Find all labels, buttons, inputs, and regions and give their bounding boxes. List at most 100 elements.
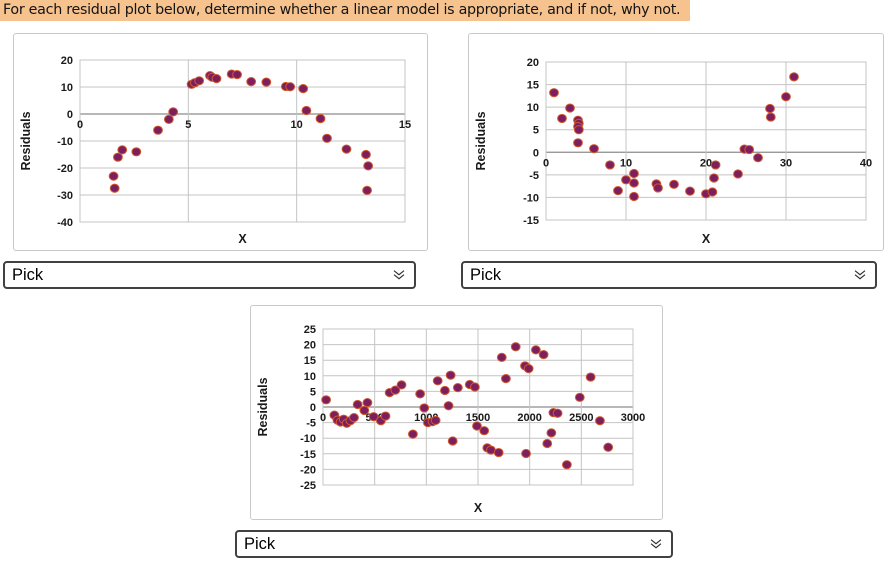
x-tick-label: 2000 xyxy=(517,412,541,424)
data-point xyxy=(321,395,331,405)
x-tick-label: 0 xyxy=(320,412,326,424)
data-point xyxy=(440,385,450,396)
data-point xyxy=(432,376,443,386)
data-point xyxy=(109,183,120,193)
y-tick-label: -5 xyxy=(306,418,316,430)
answer-dropdown-1[interactable]: Pick xyxy=(3,261,416,289)
data-point xyxy=(685,186,695,196)
data-point xyxy=(565,103,575,113)
data-point xyxy=(113,152,123,162)
x-tick-label: 1500 xyxy=(466,412,490,424)
data-point xyxy=(613,186,623,196)
data-point xyxy=(352,399,363,410)
data-point xyxy=(315,113,326,124)
x-tick-label: 0 xyxy=(77,119,83,131)
data-point xyxy=(452,383,463,393)
residual-plot-card-2: 20 15 10 5 0 -5 -10 -15 0 10 20 30 40 Residuals X xyxy=(468,33,884,251)
data-point xyxy=(408,429,418,439)
data-point xyxy=(415,389,426,399)
data-point xyxy=(163,114,174,125)
data-point xyxy=(629,191,639,202)
dropdown-1-selected-value: Pick xyxy=(12,265,44,284)
y-tick-label: 5 xyxy=(310,386,316,398)
y-tick-label: 5 xyxy=(533,125,539,137)
data-point xyxy=(390,385,401,395)
data-point xyxy=(523,364,534,374)
data-point xyxy=(301,105,312,116)
x-tick-label: 0 xyxy=(543,157,549,169)
data-point xyxy=(573,125,584,135)
y-tick-label: 10 xyxy=(527,102,539,114)
data-point xyxy=(621,175,631,185)
data-point xyxy=(542,438,553,449)
y-tick-label: 10 xyxy=(61,82,73,94)
dropdown-2-selected-value: Pick xyxy=(470,265,502,284)
x-tick-label: 10 xyxy=(291,119,303,131)
y-tick-label: 25 xyxy=(304,324,316,336)
data-point xyxy=(546,428,557,438)
data-point xyxy=(443,401,454,411)
data-point xyxy=(753,153,763,163)
data-point xyxy=(168,107,179,117)
y-tick-label: -10 xyxy=(523,192,539,204)
data-point xyxy=(789,72,799,82)
data-point xyxy=(194,76,205,86)
data-point xyxy=(430,415,441,426)
residual-plot-card-1: 20 10 0 -10 -20 -30 -40 0 5 10 15 Residuals X xyxy=(13,33,428,251)
data-point xyxy=(445,370,456,380)
y-tick-label: -10 xyxy=(300,433,316,445)
data-point xyxy=(595,416,605,426)
data-point xyxy=(552,408,563,418)
y-axis-title: Residuals xyxy=(474,111,488,170)
data-point xyxy=(341,144,352,154)
y-tick-label: 20 xyxy=(304,340,316,352)
dropdown-3-selected-value: Pick xyxy=(244,534,276,553)
y-tick-label: -40 xyxy=(57,217,73,229)
y-tick-label: -15 xyxy=(300,449,316,461)
data-point xyxy=(496,352,507,362)
y-tick-label: 10 xyxy=(304,371,316,383)
data-point xyxy=(470,382,480,392)
y-tick-label: -5 xyxy=(529,170,539,182)
x-tick-label: 10 xyxy=(620,157,632,169)
data-point xyxy=(707,187,718,197)
data-point xyxy=(211,74,222,84)
y-tick-label: -30 xyxy=(57,190,73,202)
data-point xyxy=(153,125,163,135)
data-point xyxy=(246,77,257,87)
data-point xyxy=(710,160,721,170)
data-point xyxy=(765,112,776,122)
residual-plot-3: 2520151050-5-10-15-20-250500100015002000… xyxy=(256,324,645,515)
data-point xyxy=(603,442,614,452)
plot-border xyxy=(79,59,406,223)
data-point xyxy=(368,412,379,422)
y-tick-label: 0 xyxy=(310,402,316,414)
residual-plot-card-3: 2520151050-5-10-15-20-250500100015002000… xyxy=(250,305,663,520)
answer-dropdown-2[interactable]: Pick xyxy=(461,261,877,289)
x-tick-label: 20 xyxy=(700,157,712,169)
x-tick-label: 15 xyxy=(399,119,411,131)
data-point xyxy=(573,138,583,148)
data-point xyxy=(585,372,596,382)
data-point xyxy=(479,426,490,436)
data-point xyxy=(362,185,372,196)
data-point xyxy=(557,113,567,124)
data-point xyxy=(605,160,615,170)
data-point xyxy=(561,460,572,470)
data-point xyxy=(574,392,585,402)
data-point xyxy=(363,161,374,171)
x-axis-title: X xyxy=(474,501,483,515)
y-tick-label: 20 xyxy=(61,55,73,67)
data-point xyxy=(653,183,663,193)
y-axis-title: Residuals xyxy=(256,377,270,436)
x-tick-label: 5 xyxy=(185,119,191,131)
data-point xyxy=(521,448,531,459)
y-tick-label: -10 xyxy=(57,136,73,148)
y-tick-label: -25 xyxy=(300,480,316,492)
data-point xyxy=(530,345,541,355)
answer-dropdown-3[interactable]: Pick xyxy=(235,530,673,558)
data-point xyxy=(361,149,371,160)
plot-border xyxy=(322,328,634,486)
residual-plot-1: 20 10 0 -10 -20 -30 -40 0 5 10 15 Residuals X xyxy=(19,55,411,246)
